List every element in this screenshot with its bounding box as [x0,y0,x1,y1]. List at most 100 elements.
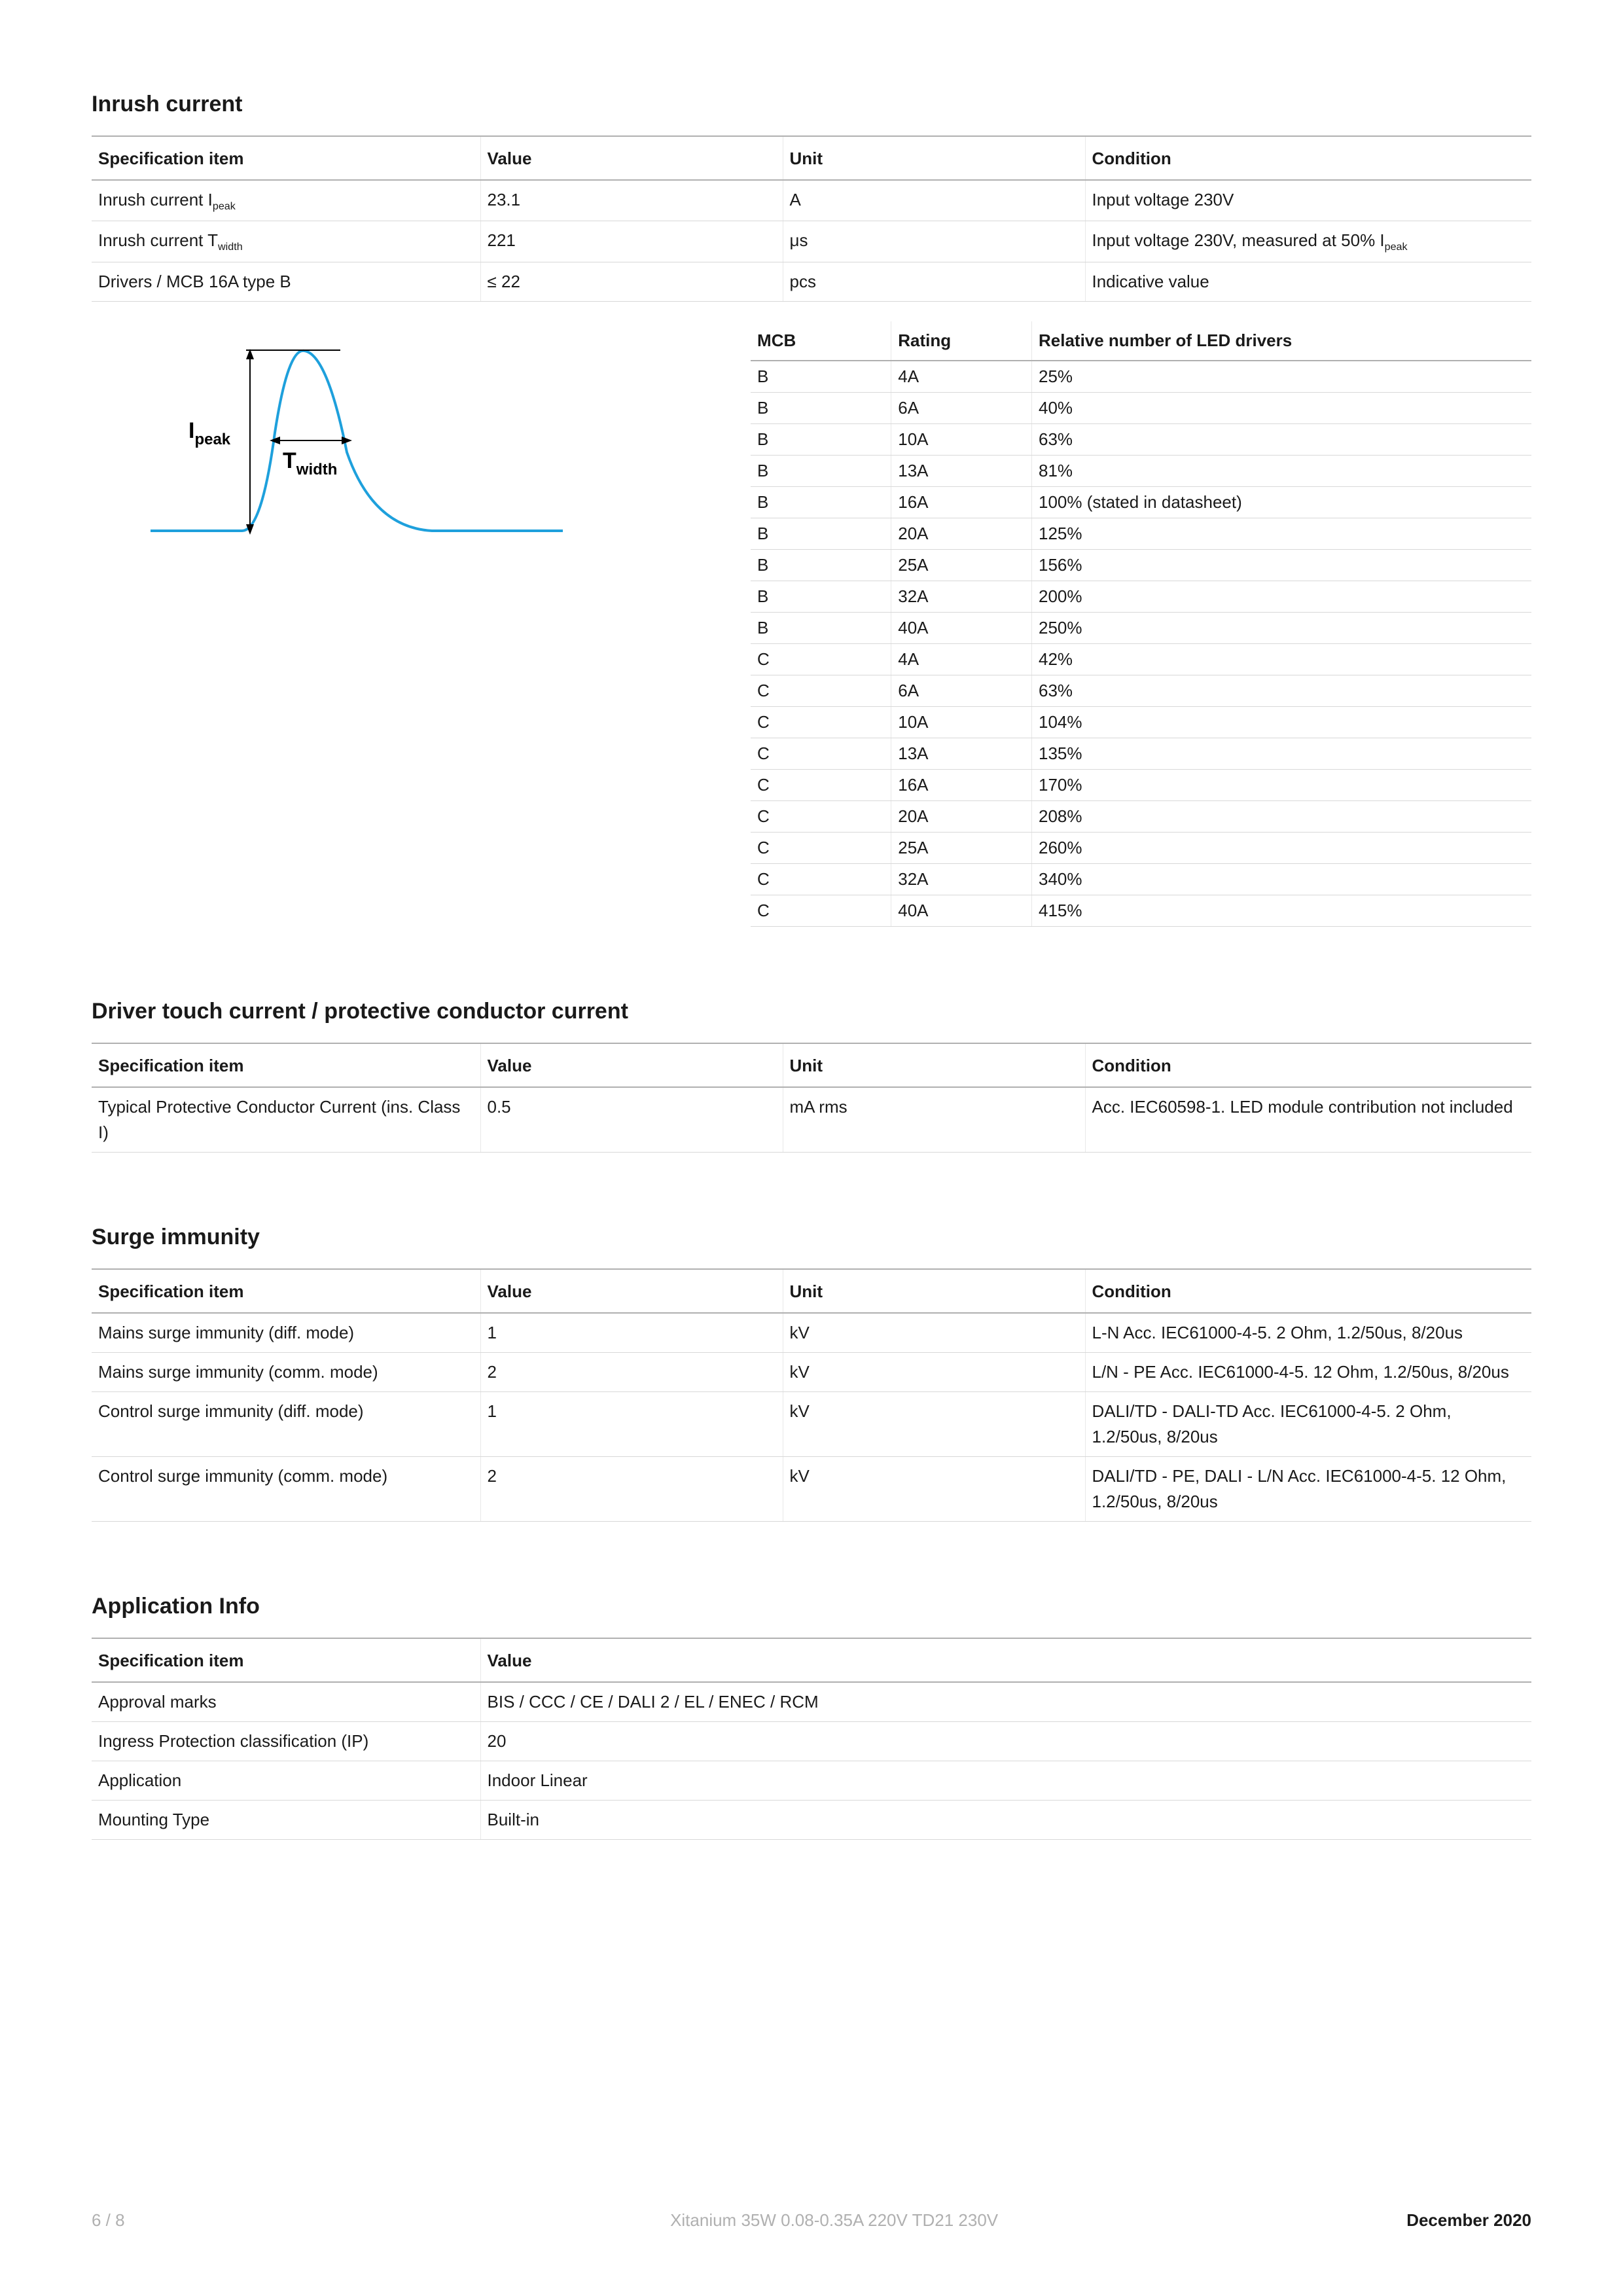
th-value: Value [480,1269,783,1313]
cell-unit: kV [783,1313,1085,1353]
cell-spec: Approval marks [92,1682,480,1722]
label-twidth: Twidth [283,448,337,478]
cell-relative: 170% [1031,769,1531,800]
section-touch: Driver touch current / protective conduc… [92,999,1531,1153]
cell-value: 23.1 [480,180,783,221]
cell-mcb: C [751,675,891,706]
cell-mcb: C [751,738,891,769]
cell-cond: Acc. IEC60598-1. LED module contribution… [1085,1087,1531,1153]
table-header-row: Specification item Value Unit Condition [92,1043,1531,1087]
cell-value: 20 [480,1721,1531,1761]
table-row: C25A260% [751,832,1531,863]
table-row: Control surge immunity (comm. mode)2kVDA… [92,1456,1531,1521]
cell-value: 1 [480,1391,783,1456]
cell-cond: L/N - PE Acc. IEC61000-4-5. 12 Ohm, 1.2/… [1085,1352,1531,1391]
table-row: C20A208% [751,800,1531,832]
table-row: B6A40% [751,392,1531,423]
cell-unit: pcs [783,262,1085,301]
cell-mcb: B [751,612,891,643]
th-cond: Condition [1085,1043,1531,1087]
th-spec: Specification item [92,1638,480,1682]
th-value: Value [480,1638,1531,1682]
cell-mcb: C [751,769,891,800]
cell-mcb: B [751,423,891,455]
table-header-row: MCB Rating Relative number of LED driver… [751,321,1531,361]
table-header-row: Specification item Value Unit Condition [92,1269,1531,1313]
table-row: B4A25% [751,361,1531,393]
cell-value: BIS / CCC / CE / DALI 2 / EL / ENEC / RC… [480,1682,1531,1722]
th-mcb: MCB [751,321,891,361]
section-title-touch: Driver touch current / protective conduc… [92,999,1531,1024]
footer-date: December 2020 [1406,2210,1531,2231]
cell-value: 1 [480,1313,783,1353]
cell-mcb: C [751,895,891,926]
cell-spec: Inrush current Ipeak [92,180,480,221]
table-header-row: Specification item Value [92,1638,1531,1682]
cell-relative: 340% [1031,863,1531,895]
cell-unit: kV [783,1352,1085,1391]
cell-relative: 156% [1031,549,1531,581]
cell-unit: μs [783,221,1085,262]
table-row: C6A63% [751,675,1531,706]
table-row: B20A125% [751,518,1531,549]
cell-rating: 20A [891,518,1032,549]
section-surge: Surge immunity Specification item Value … [92,1225,1531,1522]
table-row: B25A156% [751,549,1531,581]
cell-cond: DALI/TD - PE, DALI - L/N Acc. IEC61000-4… [1085,1456,1531,1521]
table-row: Inrush current Twidth221μsInput voltage … [92,221,1531,262]
cell-unit: kV [783,1456,1085,1521]
cell-value: 2 [480,1352,783,1391]
table-header-row: Specification item Value Unit Condition [92,136,1531,180]
cell-rating: 4A [891,361,1032,393]
table-row: C4A42% [751,643,1531,675]
section-title-surge: Surge immunity [92,1225,1531,1250]
cell-relative: 415% [1031,895,1531,926]
cell-relative: 104% [1031,706,1531,738]
cell-spec: Control surge immunity (diff. mode) [92,1391,480,1456]
th-cond: Condition [1085,136,1531,180]
cell-rating: 16A [891,486,1032,518]
cell-relative: 200% [1031,581,1531,612]
cell-relative: 63% [1031,675,1531,706]
th-unit: Unit [783,1043,1085,1087]
cell-mcb: B [751,361,891,393]
inrush-diagram: Ipeak Twidth [131,334,576,557]
cell-rating: 10A [891,706,1032,738]
cell-spec: Typical Protective Conductor Current (in… [92,1087,480,1153]
table-row: C10A104% [751,706,1531,738]
label-ipeak: Ipeak [188,418,231,448]
th-rating: Rating [891,321,1032,361]
table-row: B16A100% (stated in datasheet) [751,486,1531,518]
cell-rating: 4A [891,643,1032,675]
cell-spec: Mains surge immunity (diff. mode) [92,1313,480,1353]
table-row: C13A135% [751,738,1531,769]
table-touch-spec: Specification item Value Unit Condition … [92,1043,1531,1153]
cell-relative: 250% [1031,612,1531,643]
table-row: Control surge immunity (diff. mode)1kVDA… [92,1391,1531,1456]
cell-rating: 32A [891,581,1032,612]
table-row: Approval marksBIS / CCC / CE / DALI 2 / … [92,1682,1531,1722]
footer-product: Xitanium 35W 0.08-0.35A 220V TD21 230V [670,2210,998,2231]
cell-spec: Mains surge immunity (comm. mode) [92,1352,480,1391]
th-spec: Specification item [92,1043,480,1087]
table-row: C16A170% [751,769,1531,800]
cell-relative: 25% [1031,361,1531,393]
footer-page: 6 / 8 [92,2210,262,2231]
cell-mcb: B [751,581,891,612]
th-spec: Specification item [92,1269,480,1313]
cell-mcb: B [751,392,891,423]
th-cond: Condition [1085,1269,1531,1313]
table-surge-spec: Specification item Value Unit Condition … [92,1268,1531,1522]
cell-mcb: C [751,832,891,863]
cell-spec: Application [92,1761,480,1800]
th-relative: Relative number of LED drivers [1031,321,1531,361]
cell-rating: 10A [891,423,1032,455]
th-unit: Unit [783,1269,1085,1313]
cell-rating: 13A [891,455,1032,486]
section-app: Application Info Specification item Valu… [92,1594,1531,1840]
cell-spec: Control surge immunity (comm. mode) [92,1456,480,1521]
cell-mcb: B [751,549,891,581]
cell-cond: DALI/TD - DALI-TD Acc. IEC61000-4-5. 2 O… [1085,1391,1531,1456]
section-title-inrush: Inrush current [92,92,1531,117]
table-row: B10A63% [751,423,1531,455]
